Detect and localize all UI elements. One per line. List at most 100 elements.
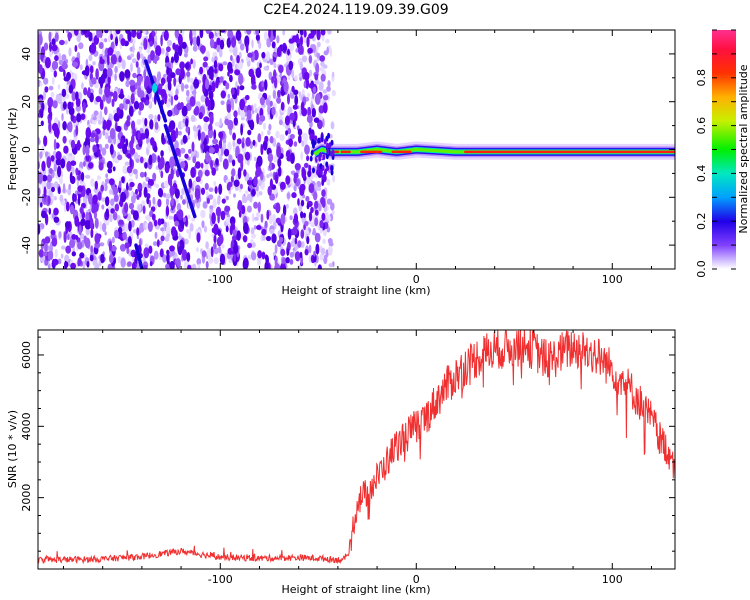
noise-speckle — [132, 194, 137, 201]
noise-speckle — [289, 215, 293, 221]
noise-speckle — [76, 113, 82, 123]
noise-speckle — [117, 256, 122, 264]
x-tick-label: 0 — [413, 273, 420, 286]
noise-speckle — [219, 76, 224, 83]
noise-speckle — [237, 61, 241, 70]
noise-speckle — [73, 193, 77, 202]
noise-speckle — [269, 193, 275, 201]
noise-speckle — [124, 223, 129, 232]
noise-speckle — [89, 65, 94, 74]
noise-speckle — [157, 114, 161, 122]
noise-speckle — [42, 251, 48, 257]
noise-speckle — [57, 84, 61, 90]
noise-speckle — [156, 71, 162, 81]
noise-speckle — [313, 191, 318, 201]
noise-speckle — [96, 175, 101, 180]
noise-speckle — [153, 145, 158, 153]
noise-speckle — [286, 248, 290, 256]
noise-speckle — [53, 60, 59, 70]
spectrogram-panel: -100 0 100 -40 -20 0 20 40 Height of straight l… — [6, 29, 676, 297]
noise-speckle — [160, 170, 164, 179]
noise-speckle — [99, 242, 105, 247]
noise-speckle — [46, 174, 53, 183]
noise-speckle — [251, 251, 257, 261]
noise-speckle — [303, 30, 307, 38]
noise-speckle — [60, 158, 66, 169]
noise-speckle — [219, 39, 225, 50]
noise-speckle — [104, 162, 108, 167]
noise-speckle — [58, 59, 64, 66]
noise-speckle — [242, 194, 245, 204]
noise-speckle — [264, 220, 268, 228]
noise-speckle — [83, 235, 88, 244]
noise-speckle — [154, 121, 159, 130]
noise-speckle — [99, 220, 103, 231]
noise-speckle — [330, 121, 335, 130]
noise-speckle — [114, 203, 120, 212]
noise-speckle — [259, 114, 266, 122]
noise-speckle — [180, 194, 183, 200]
noise-speckle — [160, 235, 165, 242]
noise-speckle — [101, 147, 107, 156]
noise-speckle — [49, 250, 54, 260]
noise-speckle — [50, 91, 55, 98]
noise-speckle — [175, 88, 179, 97]
noise-speckle — [70, 160, 77, 166]
noise-speckle — [237, 167, 242, 180]
noise-speckle — [284, 115, 291, 126]
noise-speckle — [251, 39, 254, 49]
noise-speckle — [204, 182, 209, 191]
noise-speckle — [109, 253, 114, 264]
noise-speckle — [44, 57, 51, 69]
noise-speckle — [100, 73, 106, 84]
noise-speckle — [209, 113, 214, 125]
onset-speckle — [322, 154, 326, 161]
noise-speckle — [188, 178, 193, 190]
noise-speckle — [90, 178, 95, 187]
noise-speckle — [128, 202, 135, 210]
noise-speckle — [172, 42, 176, 50]
noise-speckle — [277, 89, 281, 98]
noise-speckle — [212, 138, 219, 145]
noise-speckle — [304, 249, 309, 256]
noise-speckle — [215, 206, 222, 217]
noise-speckle — [247, 254, 253, 260]
noise-speckle — [261, 130, 264, 137]
noise-speckle — [64, 221, 71, 229]
noise-speckle — [53, 138, 57, 151]
noise-speckle — [69, 239, 76, 249]
noise-speckle — [101, 204, 105, 210]
noise-speckle — [82, 101, 86, 113]
noise-speckle — [119, 244, 127, 252]
noise-speckle — [51, 44, 58, 52]
noise-speckle — [303, 71, 310, 81]
streak-peak — [152, 82, 158, 93]
noise-speckle — [189, 30, 193, 42]
noise-speckle — [216, 37, 221, 46]
noise-speckle — [225, 225, 229, 233]
noise-speckle — [213, 181, 217, 187]
noise-speckle — [136, 234, 140, 240]
noise-speckle — [262, 235, 266, 241]
noise-speckle — [79, 64, 83, 71]
noise-speckle — [183, 53, 188, 58]
noise-speckle — [231, 239, 235, 248]
noise-speckle — [227, 93, 231, 99]
noise-speckle — [233, 252, 237, 262]
noise-speckle — [104, 86, 111, 98]
noise-speckle — [187, 214, 191, 220]
noise-speckle — [41, 210, 47, 219]
noise-speckle — [192, 156, 197, 164]
noise-speckle — [293, 185, 297, 192]
noise-speckle — [132, 168, 138, 175]
noise-speckle — [280, 248, 286, 257]
noise-speckle — [167, 90, 172, 95]
noise-speckle — [157, 155, 161, 163]
noise-speckle — [316, 186, 322, 191]
snr-frame — [37, 329, 676, 570]
noise-speckle — [224, 158, 228, 170]
noise-speckle — [176, 203, 182, 212]
noise-speckle — [47, 97, 54, 108]
noise-speckle — [239, 109, 246, 118]
colorbar-tick-label: 0.2 — [695, 212, 708, 230]
